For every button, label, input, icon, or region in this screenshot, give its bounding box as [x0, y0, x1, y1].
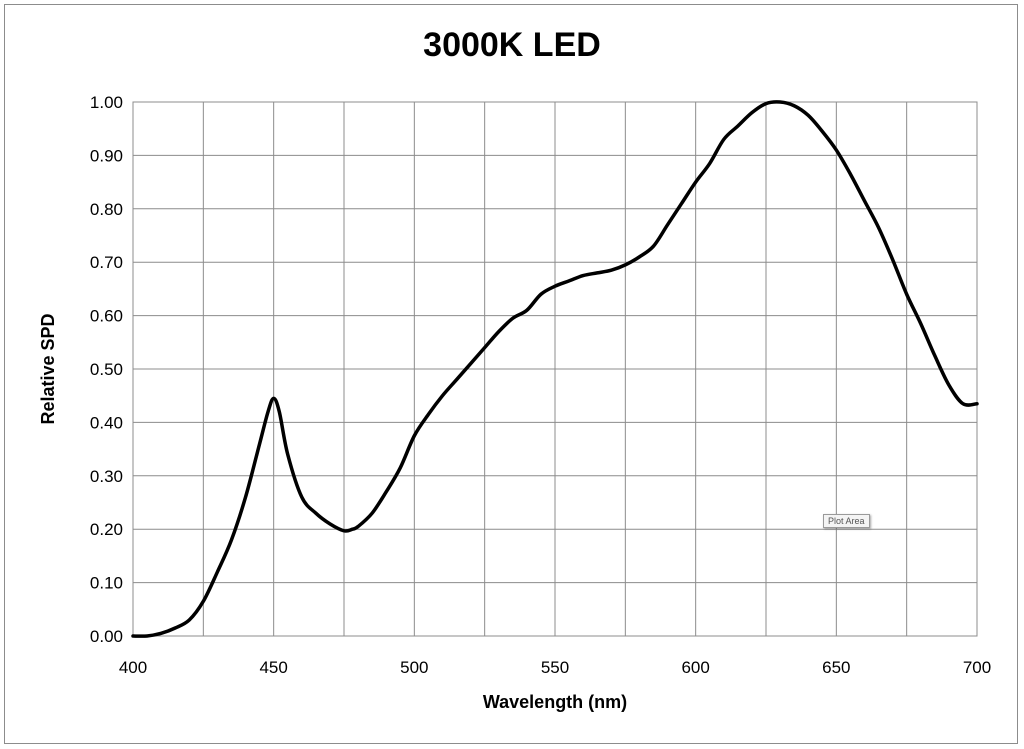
x-tick-label: 400 — [119, 658, 147, 677]
chart-frame — [4, 4, 1018, 744]
gridlines — [132, 101, 978, 637]
x-tick-label: 450 — [259, 658, 287, 677]
x-tick-label: 550 — [541, 658, 569, 677]
y-tick-label: 0.40 — [90, 413, 123, 432]
y-tick-label: 0.30 — [90, 467, 123, 486]
y-tick-label: 0.20 — [90, 520, 123, 539]
y-tick-label: 0.60 — [90, 307, 123, 326]
y-tick-label: 0.70 — [90, 253, 123, 272]
y-tick-label: 0.50 — [90, 360, 123, 379]
x-axis-title: Wavelength (nm) — [483, 692, 627, 712]
y-tick-label: 0.80 — [90, 200, 123, 219]
chart-title: 3000K LED — [423, 26, 601, 64]
plot-area-border — [132, 101, 978, 637]
y-tick-label: 1.00 — [90, 93, 123, 112]
plot-area-tooltip: Plot Area — [823, 514, 870, 528]
y-axis-title: Relative SPD — [38, 313, 58, 424]
x-tick-label: 500 — [400, 658, 428, 677]
y-tick-label: 0.00 — [90, 627, 123, 646]
y-tick-label: 0.90 — [90, 146, 123, 165]
tick-labels: 0.00 0.10 0.20 0.30 0.40 0.50 0.60 0.70 0.80 0.90… — [90, 93, 991, 677]
y-tick-label: 0.10 — [90, 574, 123, 593]
series-layer — [131, 100, 979, 638]
spd-series-line — [131, 100, 979, 638]
x-tick-label: 600 — [681, 658, 709, 677]
x-tick-label: 700 — [963, 658, 991, 677]
x-tick-label: 650 — [822, 658, 850, 677]
